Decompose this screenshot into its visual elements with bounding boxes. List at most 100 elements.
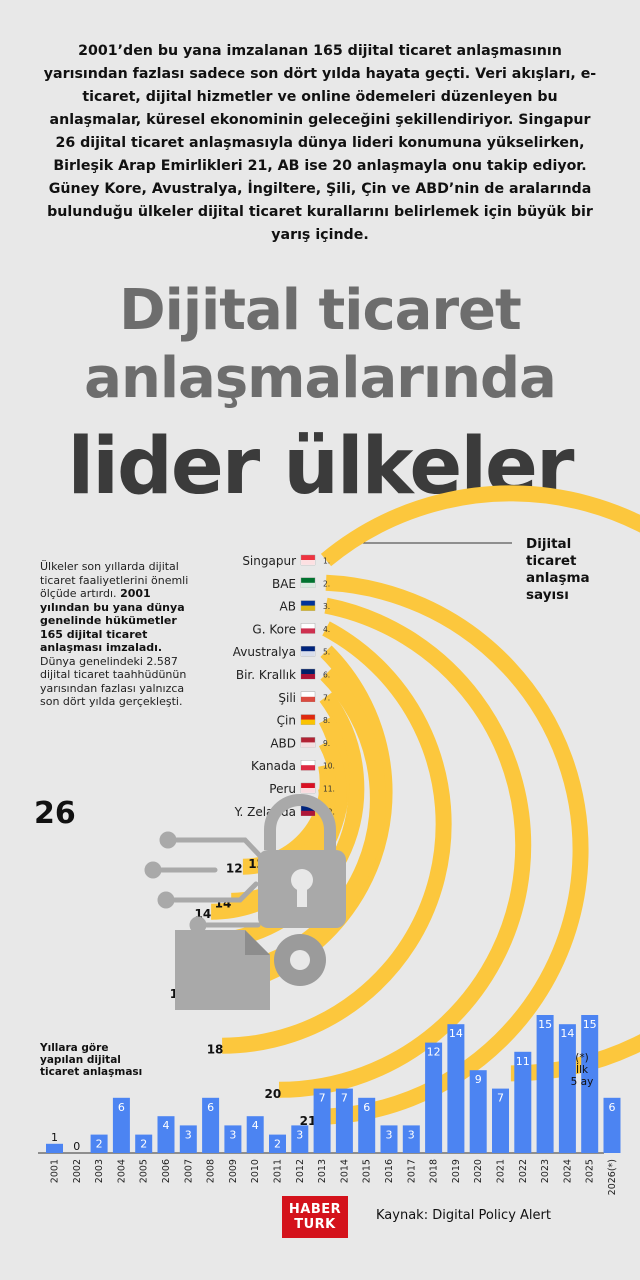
bar-value-label: 6 bbox=[207, 1101, 214, 1114]
year-bar bbox=[202, 1097, 220, 1153]
year-bar bbox=[179, 1125, 197, 1153]
bar-value-label: 7 bbox=[319, 1092, 326, 1105]
year-bar bbox=[157, 1116, 175, 1153]
country-label: BAE bbox=[272, 577, 296, 591]
year-bar bbox=[425, 1042, 443, 1153]
year-tick-label: 2021 bbox=[496, 1159, 507, 1183]
flag-icon-stripe bbox=[301, 651, 315, 657]
year-bar bbox=[246, 1116, 264, 1153]
year-tick-label: 2009 bbox=[228, 1159, 239, 1183]
bar-value-label: 12 bbox=[427, 1046, 441, 1059]
flag-icon-stripe bbox=[301, 605, 315, 611]
year-tick-label: 2006 bbox=[161, 1159, 172, 1183]
bar-value-label: 14 bbox=[560, 1027, 574, 1040]
year-tick-label: 2020 bbox=[473, 1159, 484, 1183]
year-tick-label: 2026(*) bbox=[607, 1159, 618, 1195]
year-tick-label: 2010 bbox=[250, 1159, 261, 1183]
country-rank: 4. bbox=[323, 625, 330, 634]
country-label: ABD bbox=[270, 736, 296, 750]
year-bar bbox=[291, 1125, 309, 1153]
year-tick-label: 2014 bbox=[339, 1159, 350, 1183]
flag-icon-stripe bbox=[301, 810, 315, 816]
leader-value-label: 26 bbox=[34, 796, 76, 831]
country-rank: 9. bbox=[323, 739, 330, 748]
flag-icon-stripe bbox=[301, 628, 315, 634]
bar-value-label: 3 bbox=[408, 1128, 415, 1141]
year-tick-label: 2024 bbox=[562, 1159, 573, 1183]
bar-value-label: 4 bbox=[252, 1119, 259, 1132]
bar-chart-title: Yıllara göre yapılan dijital ticaret anl… bbox=[40, 1042, 143, 1078]
country-rank: 2. bbox=[323, 579, 330, 588]
bar-value-label: 6 bbox=[118, 1101, 125, 1114]
year-bar bbox=[469, 1070, 487, 1153]
country-rank: 8. bbox=[323, 716, 330, 725]
year-tick-label: 2002 bbox=[72, 1159, 83, 1183]
bar-value-label: 2 bbox=[140, 1138, 147, 1151]
bar-value-label: 3 bbox=[229, 1128, 236, 1141]
flag-icon-stripe bbox=[301, 582, 315, 588]
bar-value-label: 2 bbox=[274, 1138, 281, 1151]
year-bar bbox=[335, 1088, 353, 1153]
radial-legend-title: Dijital ticaret anlaşma sayısı bbox=[526, 536, 590, 603]
country-label: Şili bbox=[278, 691, 296, 705]
country-value-label: 12 bbox=[226, 861, 243, 875]
country-rank: 6. bbox=[323, 671, 330, 680]
country-rank: 1. bbox=[323, 557, 330, 566]
year-bar bbox=[112, 1097, 130, 1153]
source-credit: Kaynak: Digital Policy Alert bbox=[376, 1208, 551, 1223]
year-bar bbox=[135, 1134, 153, 1153]
year-bar bbox=[380, 1125, 398, 1153]
country-rank: 3. bbox=[323, 602, 330, 611]
year-tick-label: 2025 bbox=[585, 1159, 596, 1183]
haberturk-logo: HABER TURK bbox=[282, 1196, 348, 1238]
flag-icon-stripe bbox=[301, 788, 315, 793]
country-label: Singapur bbox=[242, 554, 296, 568]
bar-value-label: 9 bbox=[475, 1073, 482, 1086]
year-tick-label: 2013 bbox=[317, 1159, 328, 1183]
partial-year-note: (*) İlk 5 ay bbox=[570, 1052, 594, 1088]
year-bar bbox=[313, 1088, 331, 1153]
year-bar bbox=[358, 1097, 376, 1153]
year-tick-label: 2015 bbox=[362, 1159, 373, 1183]
country-value-label: 18 bbox=[207, 1042, 224, 1056]
year-bar bbox=[402, 1125, 420, 1153]
year-tick-label: 2001 bbox=[50, 1159, 61, 1183]
bar-value-label: 7 bbox=[341, 1092, 348, 1105]
country-label: G. Kore bbox=[252, 622, 296, 636]
country-label: Avustralya bbox=[233, 645, 296, 659]
year-bar bbox=[224, 1125, 242, 1153]
country-rank: 5. bbox=[323, 648, 330, 657]
year-bar bbox=[603, 1097, 621, 1153]
year-bar bbox=[536, 1015, 554, 1153]
year-tick-label: 2023 bbox=[540, 1159, 551, 1183]
year-bar bbox=[447, 1024, 465, 1153]
bar-value-label: 15 bbox=[583, 1018, 597, 1031]
country-label: Peru bbox=[269, 782, 296, 796]
year-tick-label: 2022 bbox=[518, 1159, 529, 1183]
country-value-label: 21 bbox=[300, 1114, 317, 1128]
year-bar bbox=[558, 1024, 576, 1153]
year-tick-label: 2008 bbox=[206, 1159, 217, 1183]
year-bar bbox=[514, 1051, 532, 1153]
year-bar bbox=[492, 1088, 509, 1153]
bar-value-label: 4 bbox=[163, 1119, 170, 1132]
bar-value-label: 6 bbox=[363, 1101, 370, 1114]
bar-value-label: 3 bbox=[386, 1128, 393, 1141]
year-tick-label: 2003 bbox=[94, 1159, 105, 1183]
flag-icon-stripe bbox=[301, 696, 315, 702]
country-rank: 7. bbox=[323, 693, 330, 702]
flag-icon-stripe bbox=[301, 560, 315, 565]
bar-value-label: 3 bbox=[296, 1128, 303, 1141]
bar-value-label: 7 bbox=[497, 1092, 504, 1105]
intro-paragraph: 2001’den bu yana imzalanan 165 dijital t… bbox=[43, 43, 597, 243]
year-bar bbox=[46, 1143, 63, 1153]
year-tick-label: 2005 bbox=[139, 1159, 150, 1183]
year-tick-label: 2004 bbox=[116, 1159, 127, 1183]
side-note: Ülkeler son yıllarda dijital ticaret faa… bbox=[40, 560, 189, 708]
country-rank: 10. bbox=[323, 762, 335, 771]
bar-value-label: 0 bbox=[73, 1140, 80, 1153]
country-arc bbox=[320, 485, 640, 1082]
flag-icon-stripe bbox=[301, 765, 315, 771]
bar-value-label: 3 bbox=[185, 1128, 192, 1141]
